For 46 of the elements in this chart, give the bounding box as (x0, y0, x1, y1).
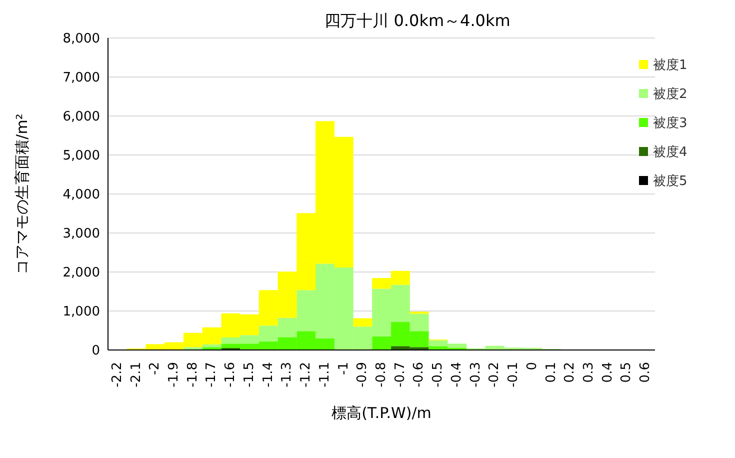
y-axis-title: コアマモの生育面積/m² (13, 114, 31, 274)
x-tick-label: -0.2 (487, 362, 502, 388)
x-tick-label: -0.1 (506, 362, 522, 388)
y-tick-label: 6,000 (62, 110, 100, 125)
x-tick-label: -0.3 (468, 362, 484, 388)
x-tick-label: -1 (336, 362, 352, 375)
x-tick-label: -0.6 (412, 362, 427, 388)
y-tick-label: 7,000 (62, 70, 100, 86)
x-tick-label: -0.5 (430, 362, 446, 388)
x-tick-label: -2.2 (110, 362, 125, 388)
legend-label: 被度5 (653, 172, 688, 190)
x-tick-label: -1.6 (223, 362, 238, 388)
x-tick-label: 0.4 (600, 362, 616, 383)
x-axis-title: 標高(T.P.W)/m (332, 404, 432, 422)
x-tick-label: -1.5 (242, 362, 257, 388)
y-tick-label: 8,000 (62, 32, 100, 47)
y-tick-label: 5,000 (62, 148, 100, 164)
x-tick-label: -1.4 (260, 362, 276, 388)
x-tick-label: -0.8 (374, 362, 389, 388)
y-tick-label: 1,000 (62, 304, 100, 320)
x-tick-label: -1.1 (317, 362, 332, 388)
x-tick-label: -1.7 (204, 362, 220, 388)
legend-label: 被度4 (653, 144, 688, 160)
y-tick-label: 3,000 (62, 226, 100, 242)
x-tick-label: 0.1 (544, 362, 559, 383)
x-tick-label: -1.8 (185, 362, 200, 388)
x-tick-label: -0.7 (392, 362, 408, 388)
legend-label: 被度2 (653, 86, 688, 102)
x-tick-label: 0.2 (562, 362, 578, 383)
x-tick-label: -1.9 (166, 362, 182, 388)
x-tick-label: 0.5 (619, 362, 634, 383)
x-tick-label: -0.4 (449, 362, 464, 388)
chart-title: 四万十川 0.0km～4.0km (324, 11, 512, 32)
x-tick-label: -0.9 (355, 362, 370, 388)
x-tick-label: 0.6 (638, 362, 654, 383)
x-tick-label: 0.3 (581, 362, 596, 383)
legend-label: 被度1 (653, 56, 688, 74)
x-tick-label: -2.1 (128, 362, 144, 388)
y-tick-label: 4,000 (62, 188, 100, 203)
x-tick-label: -1.3 (280, 362, 295, 388)
x-tick-label: 0 (524, 362, 540, 370)
y-tick-label: 0 (92, 344, 100, 359)
legend-label: 被度3 (653, 114, 688, 132)
y-tick-label: 2,000 (62, 266, 100, 281)
x-tick-label: -1.2 (298, 362, 314, 388)
x-tick-label: -2 (148, 362, 163, 375)
